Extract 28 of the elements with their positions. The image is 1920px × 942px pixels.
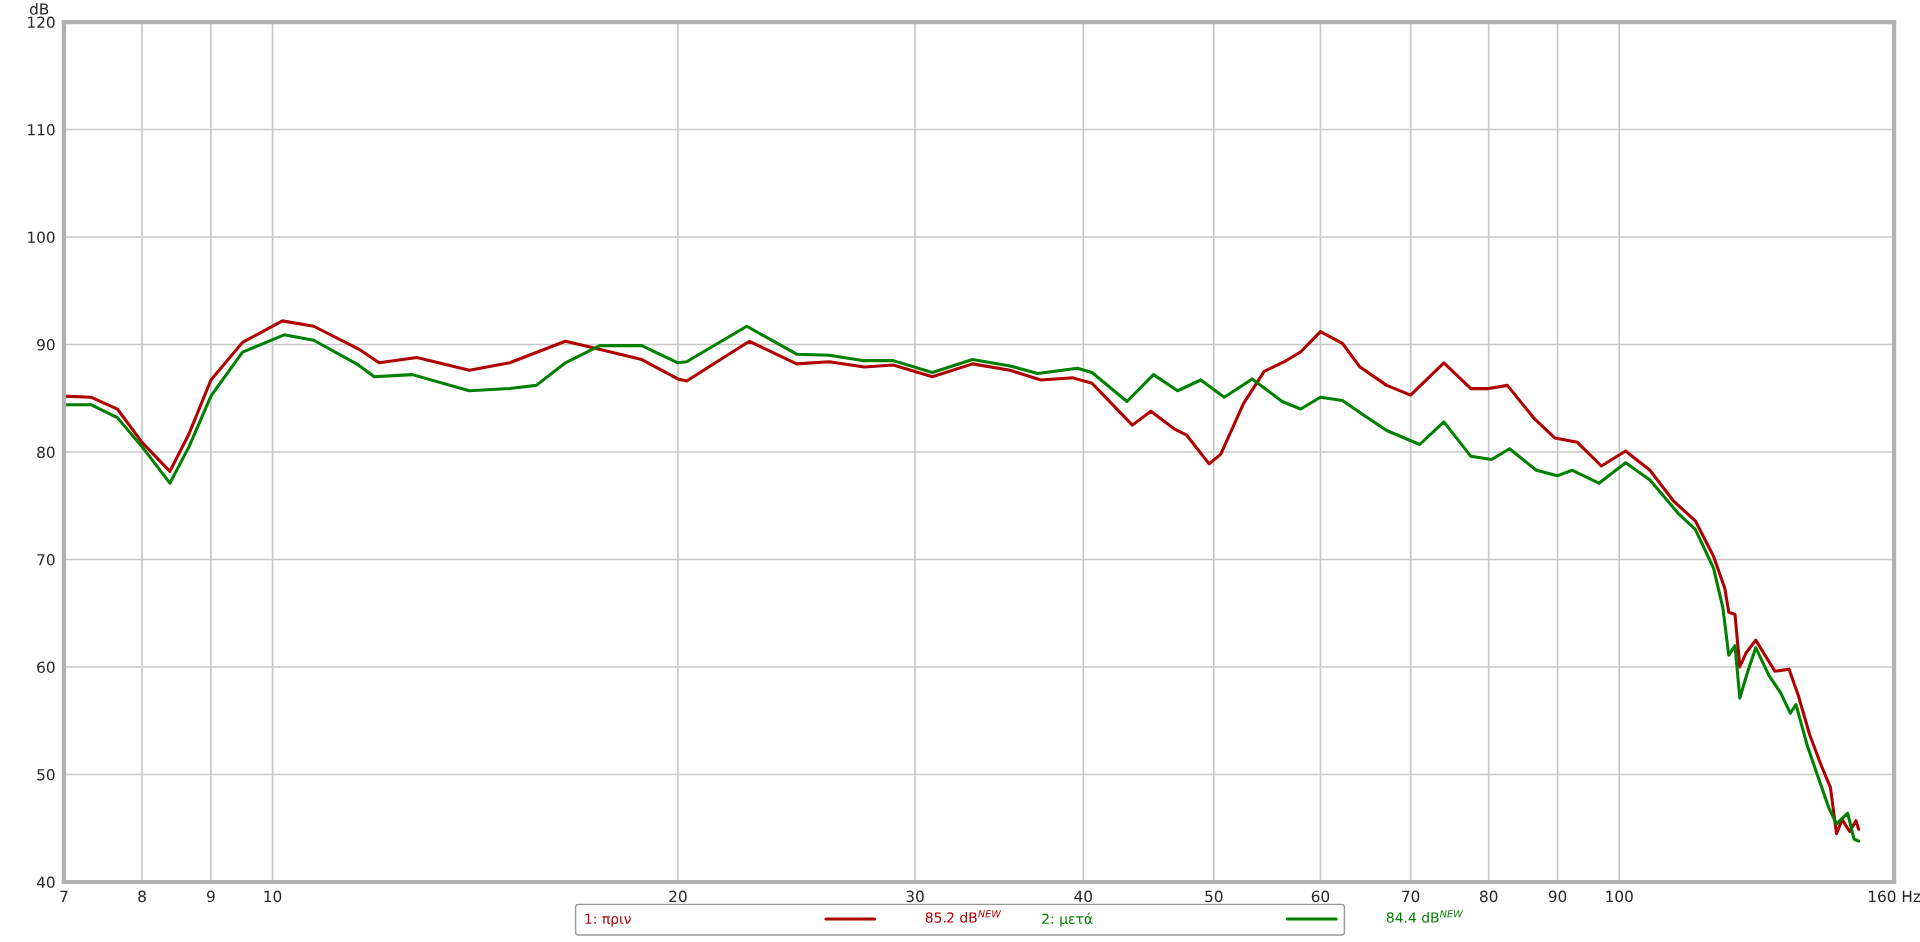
x-tick-label: 160 Hz xyxy=(1869,890,1920,903)
y-tick-label: 100 xyxy=(28,231,55,244)
x-tick-label: 100 xyxy=(1606,890,1633,903)
x-tick-label: 10 xyxy=(264,890,282,903)
y-tick-label: 120 xyxy=(28,16,55,29)
y-axis-title: dB xyxy=(29,2,49,15)
text: 1: πριν xyxy=(585,913,631,927)
x-tick-label: 90 xyxy=(1548,890,1567,903)
y-tick-label: 90 xyxy=(37,338,55,351)
y-tick-label: 50 xyxy=(37,768,55,781)
x-tick-label: 7 xyxy=(60,890,68,902)
text: 2: μετά xyxy=(1042,912,1093,927)
x-tick-label: 70 xyxy=(1402,890,1420,903)
y-tick-label: 40 xyxy=(36,876,55,889)
y-tick-label: 60 xyxy=(37,661,55,674)
y-tick-label: 110 xyxy=(28,124,55,136)
y-tick-label: 80 xyxy=(37,446,55,459)
x-tick-label: 50 xyxy=(1205,890,1223,903)
x-tick-label: 20 xyxy=(669,890,687,903)
x-tick-label: 9 xyxy=(207,890,215,903)
x-tick-label: 30 xyxy=(906,890,924,903)
x-tick-label: 60 xyxy=(1311,890,1330,903)
text: 85.2 dB$^{NEW}$ xyxy=(925,910,1002,923)
x-tick-label: 8 xyxy=(138,890,146,903)
x-tick-label: 80 xyxy=(1480,890,1498,903)
y-tick-label: 70 xyxy=(37,553,55,566)
x-tick-label: 40 xyxy=(1074,890,1093,903)
text: 84.4 dB$^{NEW}$ xyxy=(1386,910,1464,923)
